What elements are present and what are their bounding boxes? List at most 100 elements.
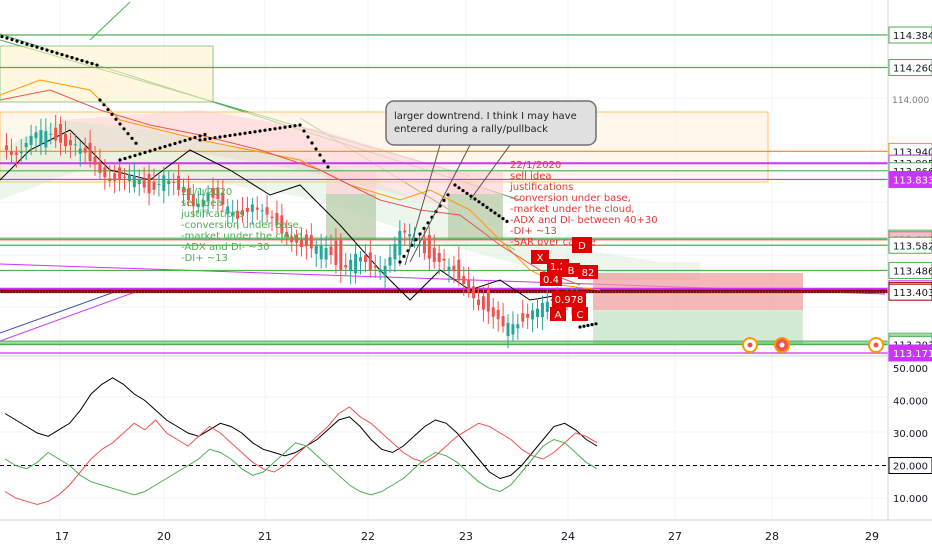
pattern-labels[interactable]: D X 1.2 B 82 0.4 0.978 A C: [531, 237, 598, 321]
sar-dot-17: [85, 60, 89, 64]
price-label-2: 113.940: [893, 147, 932, 158]
label-x-box: [531, 250, 549, 264]
candle-body-33-0: [477, 299, 480, 306]
time-tick-0: 17: [55, 530, 69, 543]
adx-tick-box-3: [888, 457, 932, 474]
price-label-12: 113.403: [893, 288, 932, 299]
candle-body-18-0: [255, 207, 259, 210]
sar-dot-2: [10, 38, 14, 42]
candle-body-37-1: [540, 302, 544, 318]
sar-dot-0: [0, 35, 4, 39]
price-axis[interactable]: 114.200114.000114.384114.260113.940113.8…: [888, 26, 932, 362]
sar-dot-68: [298, 123, 302, 127]
candle-body-30-2: [442, 258, 446, 261]
sar-dot-6: [30, 44, 34, 48]
candle-body-22-0: [314, 245, 318, 254]
sar-dot-26: [122, 127, 126, 131]
adx-dmi-pane[interactable]: [0, 377, 888, 506]
candle-body-29-0: [418, 244, 421, 246]
time-axis[interactable]: 17 20 21 22 23 24 27 28 29: [55, 530, 879, 543]
sar-dot-106: [590, 323, 594, 327]
candle-body-1-2: [14, 152, 18, 155]
candle-body-20-2: [295, 234, 299, 243]
candle-body-11-1: [157, 183, 161, 185]
candle-body-5-1: [68, 140, 72, 146]
candle-body-8-0: [108, 178, 112, 181]
adx-tick-1: 40.000: [893, 397, 928, 408]
candle-body-22-2: [324, 248, 328, 260]
sar-dot-14: [70, 56, 74, 60]
red-note-line-1: sell idea: [510, 171, 552, 182]
time-tick-5: 24: [561, 530, 575, 543]
candle-body-21-0: [300, 239, 303, 247]
red-note-line-4: -market under the cloud,: [510, 204, 635, 215]
trendline-blue[interactable]: [0, 289, 121, 334]
candle-body-9-2: [132, 175, 136, 188]
candle-body-13-1: [186, 188, 190, 201]
price-tick-1: 114.000: [892, 96, 929, 106]
candle-body-4-1: [54, 127, 58, 141]
candle-body-27-0: [388, 257, 392, 266]
tp-zone-1[interactable]: [326, 194, 376, 240]
sar-dot-101: [501, 217, 505, 221]
adx-axis[interactable]: 50.000 40.000 30.000 20.000 10.000: [888, 364, 932, 505]
sar-dot-100: [497, 214, 501, 218]
candle-body-21-1: [304, 234, 308, 247]
sar-dot-32: [128, 155, 132, 159]
sar-dot-81: [418, 232, 422, 236]
candle-body-33-2: [486, 290, 490, 312]
sar-dot-60: [258, 129, 262, 133]
candle-body-31-0: [447, 266, 451, 271]
red-note-line-3: -conversion under base,: [510, 193, 631, 204]
sar-dot-7: [35, 45, 39, 49]
candle-body-7-1: [98, 161, 102, 173]
price-label-box-0: [888, 26, 932, 44]
time-tick-4: 23: [459, 530, 473, 543]
sar-dot-49: [203, 137, 207, 141]
candle-body-13-2: [191, 194, 195, 207]
sar-dot-103: [578, 325, 582, 329]
sar-dot-67: [293, 124, 297, 128]
target-zone[interactable]: [593, 310, 803, 345]
sar-dot-92: [465, 191, 469, 195]
sar-dot-104: [582, 324, 586, 328]
trendline-violet[interactable]: [0, 290, 139, 342]
sar-dot-48: [198, 138, 202, 142]
sar-dot-76: [398, 260, 402, 264]
event-markers[interactable]: [742, 337, 884, 353]
candle-body-17-1: [245, 207, 249, 213]
candle-body-7-2: [103, 167, 107, 178]
label-val2-box: [540, 272, 562, 286]
candle-body-31-2: [457, 259, 461, 281]
candle-body-9-1: [127, 174, 131, 182]
sar-dot-1: [5, 36, 9, 40]
candle-body-5-0: [64, 134, 67, 147]
tp-zone-2[interactable]: [448, 194, 503, 240]
candle-body-12-1: [172, 181, 176, 183]
price-label-box-12: [888, 283, 932, 301]
sar-dot-82: [422, 226, 426, 230]
candle-body-26-1: [378, 268, 382, 273]
candle-body-6-1: [83, 147, 87, 153]
trendline-green-4[interactable]: [89, 1, 131, 41]
label-c-box: [572, 307, 588, 321]
green-note-line-2: justifications: [180, 209, 244, 220]
sar-dot-65: [283, 125, 287, 129]
candle-body-33-1: [481, 296, 485, 310]
red-note-line-7: -SAR over candle: [510, 237, 596, 248]
adx-series-0: [4, 377, 598, 480]
callout-annotation[interactable]: larger downtrend. I think I may have ent…: [385, 100, 597, 266]
sar-dot-58: [248, 130, 252, 135]
candle-body-6-2: [88, 142, 92, 162]
sar-dot-83: [426, 221, 430, 225]
price-label-9: 113.486: [893, 266, 932, 277]
candle-body-35-0: [506, 322, 510, 337]
candle-body-25-2: [368, 252, 372, 271]
candle-body-18-1: [260, 210, 264, 212]
candle-body-30-1: [437, 252, 441, 262]
sar-dot-99: [493, 211, 497, 215]
